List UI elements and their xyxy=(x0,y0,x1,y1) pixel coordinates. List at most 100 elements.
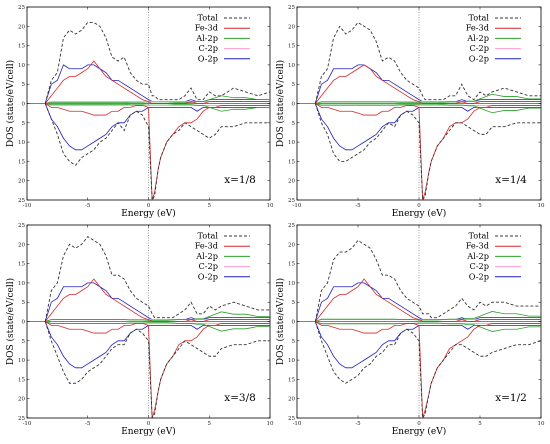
series-line-al-2p-up xyxy=(45,95,270,104)
y-tick-label: 20 xyxy=(288,24,295,30)
legend-label: Fe-3d xyxy=(195,23,218,33)
x-axis-label: Energy (eV) xyxy=(121,208,176,219)
y-tick-label: 15 xyxy=(18,262,25,268)
x-tick-label: -5 xyxy=(355,421,361,427)
series-line-fe-3d-up xyxy=(44,278,270,322)
y-tick-label: 20 xyxy=(288,397,295,403)
y-tick-label: 15 xyxy=(288,262,295,268)
y-tick-label: 25 xyxy=(18,5,25,11)
legend-label: Fe-3d xyxy=(195,241,218,251)
series-line-fe-3d-up xyxy=(314,278,541,322)
x-axis-label: Energy (eV) xyxy=(392,426,447,437)
series-line-o-2p-up xyxy=(314,64,541,104)
series-line-al-2p-down xyxy=(315,321,541,332)
y-tick-label: 10 xyxy=(18,140,25,146)
series-line-total-up xyxy=(44,235,270,322)
legend-label: Al-2p xyxy=(466,251,489,261)
x-tick-label: 10 xyxy=(538,203,545,209)
x-tick-label: -10 xyxy=(293,203,302,209)
x-tick-label: 0 xyxy=(417,203,421,209)
y-axis-label: DOS (state/eV/cell) xyxy=(275,278,286,365)
series-line-total-down xyxy=(44,103,270,200)
legend-label: Al-2p xyxy=(466,33,489,43)
panel-label: x=1/8 xyxy=(224,174,256,186)
y-tick-label: 25 xyxy=(288,223,295,229)
legend-label: Al-2p xyxy=(195,33,218,43)
series-line-total-down xyxy=(314,321,541,418)
series-line-total-up xyxy=(44,21,270,104)
x-tick-label: -10 xyxy=(23,203,32,209)
y-tick-label: 15 xyxy=(288,44,295,50)
legend-label: Total xyxy=(468,13,489,23)
y-tick-label: 5 xyxy=(292,82,296,88)
y-tick-label: 15 xyxy=(288,159,295,165)
x-tick-label: 10 xyxy=(267,421,274,427)
x-tick-label: -5 xyxy=(355,203,361,209)
x-tick-label: 5 xyxy=(478,421,482,427)
y-tick-label: 20 xyxy=(18,397,25,403)
legend-label: C-2p xyxy=(199,43,218,53)
y-tick-label: 20 xyxy=(18,24,25,30)
y-tick-label: 10 xyxy=(18,358,25,364)
legend-label: C-2p xyxy=(470,43,489,53)
x-tick-label: 5 xyxy=(208,421,212,427)
legend-label: C-2p xyxy=(470,261,489,271)
y-tick-label: 10 xyxy=(288,281,295,287)
x-tick-label: 0 xyxy=(417,421,421,427)
y-axis-label: DOS (state/eV/cell) xyxy=(5,60,16,147)
legend-label: Total xyxy=(468,231,489,241)
y-tick-label: 15 xyxy=(288,377,295,383)
series-line-fe-3d-up xyxy=(314,64,541,104)
x-axis-label: Energy (eV) xyxy=(392,208,447,219)
legend-label: Fe-3d xyxy=(466,241,489,251)
y-tick-label: 0 xyxy=(22,320,26,326)
y-tick-label: 20 xyxy=(18,179,25,185)
y-tick-label: 10 xyxy=(18,63,25,69)
series-line-o-2p-up xyxy=(44,282,270,322)
series-line-total-down xyxy=(314,103,541,200)
series-line-o-2p-up xyxy=(314,282,541,322)
y-tick-label: 15 xyxy=(18,159,25,165)
panel-label: x=3/8 xyxy=(224,392,256,404)
legend-label: O-2p xyxy=(198,271,218,281)
x-tick-label: -10 xyxy=(23,421,32,427)
y-tick-label: 20 xyxy=(18,242,25,248)
y-tick-label: 0 xyxy=(292,320,296,326)
y-tick-label: 10 xyxy=(288,63,295,69)
x-tick-label: 10 xyxy=(267,203,274,209)
x-tick-label: 0 xyxy=(147,203,151,209)
y-tick-label: 25 xyxy=(18,198,25,204)
y-tick-label: 10 xyxy=(288,140,295,146)
y-tick-label: 25 xyxy=(18,223,25,229)
legend-label: O-2p xyxy=(198,53,218,63)
legend-label: O-2p xyxy=(469,53,489,63)
y-axis-label: DOS (state/eV/cell) xyxy=(275,60,286,147)
series-line-total-up xyxy=(314,239,541,322)
legend-label: Total xyxy=(197,13,218,23)
y-tick-label: 15 xyxy=(18,44,25,50)
legend-label: C-2p xyxy=(199,261,218,271)
y-tick-label: 25 xyxy=(18,416,25,422)
x-axis-label: Energy (eV) xyxy=(121,426,176,437)
y-tick-label: 5 xyxy=(22,300,26,306)
panel-label: x=1/4 xyxy=(495,174,527,186)
legend-label: O-2p xyxy=(469,271,489,281)
y-tick-label: 20 xyxy=(288,242,295,248)
x-tick-label: 5 xyxy=(208,203,212,209)
x-tick-label: -5 xyxy=(85,421,91,427)
series-line-total-down xyxy=(44,321,270,418)
y-tick-label: 0 xyxy=(22,102,26,108)
x-tick-label: 0 xyxy=(147,421,151,427)
series-line-fe-3d-down xyxy=(45,103,270,200)
y-tick-label: 25 xyxy=(288,198,295,204)
panel-label: x=1/2 xyxy=(495,392,527,404)
series-line-c-2p-down xyxy=(45,103,270,106)
series-line-al-2p-up xyxy=(315,311,541,322)
legend-label: Fe-3d xyxy=(466,23,489,33)
y-tick-label: 0 xyxy=(292,102,296,108)
y-tick-label: 5 xyxy=(22,82,26,88)
